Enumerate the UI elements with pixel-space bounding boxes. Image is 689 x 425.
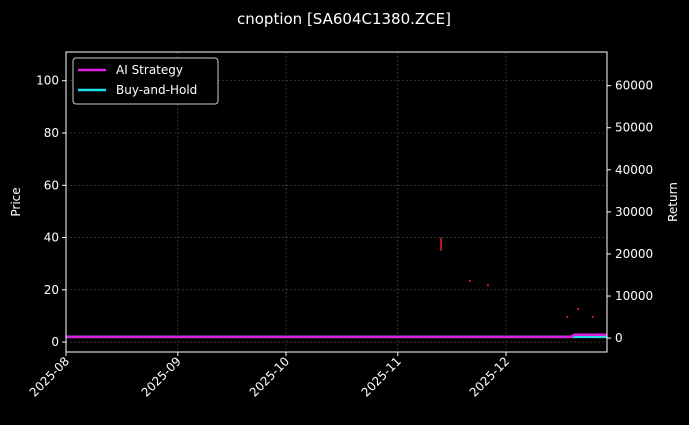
y-tick-label-right: 10000 xyxy=(615,289,653,303)
price-point xyxy=(566,315,569,318)
price-point xyxy=(486,284,489,287)
price-point xyxy=(468,279,471,282)
series-line-ai-strategy xyxy=(66,333,607,339)
x-tick-label: 2025-12 xyxy=(467,354,512,399)
price-point xyxy=(591,315,594,318)
plot-frame xyxy=(65,51,608,353)
y-tick-label-left: 40 xyxy=(44,231,59,245)
y-tick-label-right: 30000 xyxy=(615,205,653,219)
x-tick-label: 2025-10 xyxy=(247,354,292,399)
y-tick-label-right: 40000 xyxy=(615,163,653,177)
y-axis-label-left: Price xyxy=(9,187,23,216)
y-tick-label-left: 80 xyxy=(44,126,59,140)
price-point xyxy=(577,308,580,311)
x-tick-label: 2025-08 xyxy=(27,354,72,399)
y-tick-label-left: 60 xyxy=(44,178,59,192)
y-tick-label-left: 100 xyxy=(36,74,59,88)
y-tick-label-right: 60000 xyxy=(615,79,653,93)
legend-label: AI Strategy xyxy=(116,63,183,77)
y-tick-label-left: 0 xyxy=(51,335,59,349)
y-tick-label-right: 20000 xyxy=(615,247,653,261)
legend-label: Buy-and-Hold xyxy=(116,83,197,97)
y-tick-label-right: 0 xyxy=(615,331,623,345)
y-axis-label-right: Return xyxy=(666,182,680,222)
legend xyxy=(72,57,219,105)
y-tick-label-left: 20 xyxy=(44,283,59,297)
x-tick-label: 2025-11 xyxy=(359,354,404,399)
chart-title: cnoption [SA604C1380.ZCE] xyxy=(237,10,451,28)
x-tick-label: 2025-09 xyxy=(139,354,184,399)
y-tick-label-right: 50000 xyxy=(615,121,653,135)
